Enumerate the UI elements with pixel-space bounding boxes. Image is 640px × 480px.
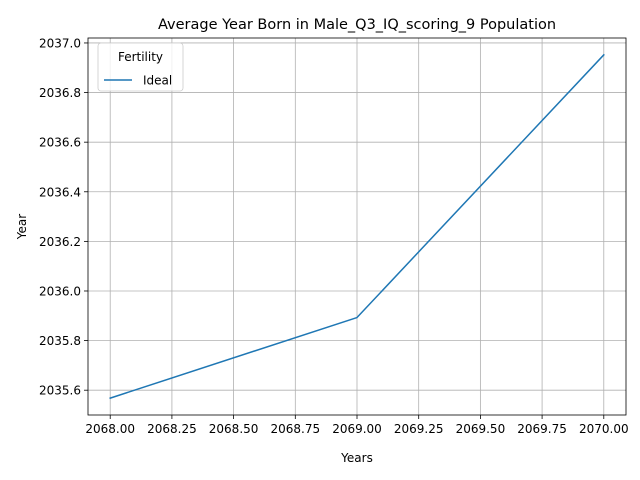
x-tick-label: 2068.50 bbox=[209, 422, 259, 436]
legend-label-ideal: Ideal bbox=[143, 74, 172, 88]
legend-box bbox=[97, 42, 184, 92]
legend: Fertility Ideal bbox=[97, 42, 184, 92]
x-tick-label: 2068.25 bbox=[147, 422, 197, 436]
y-tick-label: 2036.6 bbox=[39, 136, 81, 150]
x-tick-label: 2068.00 bbox=[85, 422, 135, 436]
series-line-ideal bbox=[109, 53, 605, 400]
y-tick-label: 2036.0 bbox=[39, 284, 81, 298]
x-tick-label: 2069.50 bbox=[456, 422, 506, 436]
y-tick-label: 2036.8 bbox=[39, 86, 81, 100]
y-tick-label: 2035.6 bbox=[39, 384, 81, 398]
series-layer bbox=[109, 53, 605, 400]
x-tick-label: 2069.75 bbox=[517, 422, 567, 436]
y-tick-label: 2035.8 bbox=[39, 334, 81, 348]
y-tick-label: 2036.4 bbox=[39, 185, 81, 199]
x-tick-label: 2068.75 bbox=[270, 422, 320, 436]
grid bbox=[88, 38, 626, 415]
legend-title: Fertility bbox=[118, 50, 163, 64]
x-tick-label: 2070.00 bbox=[579, 422, 629, 436]
x-tick-label: 2069.25 bbox=[394, 422, 444, 436]
y-axis-title: Year bbox=[15, 214, 29, 240]
y-tick-label: 2037.0 bbox=[39, 36, 81, 50]
x-axis-title: Years bbox=[340, 451, 373, 465]
ticks: 2068.00 2068.25 2068.50 2068.75 2069.00 2069.… bbox=[39, 36, 629, 436]
y-tick-label: 2036.2 bbox=[39, 235, 81, 249]
chart-title: Average Year Born in Male_Q3_IQ_scoring_… bbox=[158, 17, 556, 33]
x-tick-label: 2069.00 bbox=[332, 422, 382, 436]
